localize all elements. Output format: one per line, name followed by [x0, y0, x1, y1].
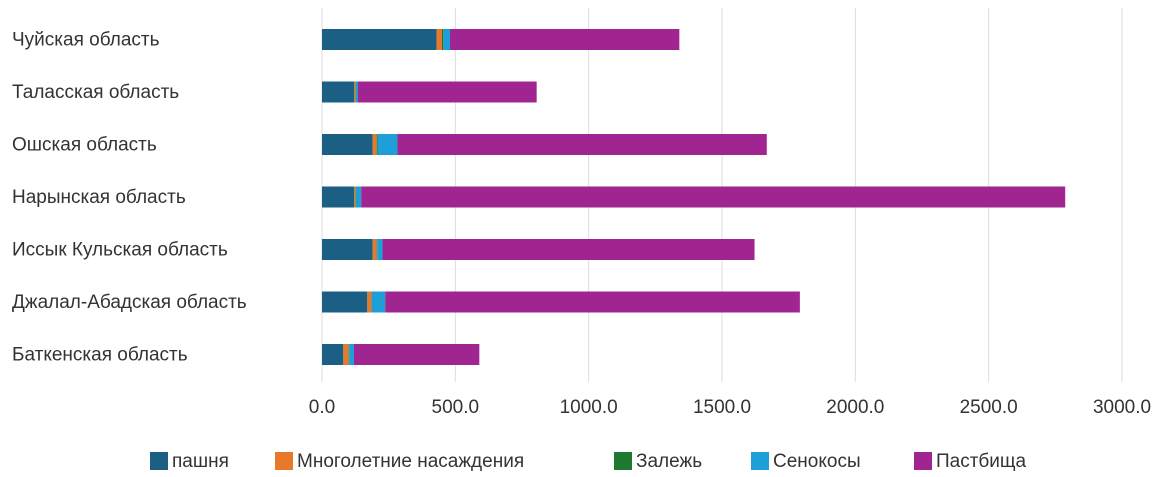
category-label: Джалал-Абадская область	[12, 292, 247, 313]
bar-segment	[371, 291, 372, 313]
legend-swatch	[914, 452, 932, 470]
bar-segment	[397, 134, 767, 155]
bar-segment	[355, 81, 358, 103]
legend-swatch	[150, 452, 168, 470]
legend-label: Многолетние насаждения	[297, 451, 524, 472]
x-tick-label: 1000.0	[560, 397, 618, 418]
bar-segment	[355, 186, 356, 208]
x-tick-label: 500.0	[432, 397, 480, 418]
category-label: Ошская область	[12, 135, 157, 156]
bar-segment	[355, 186, 362, 208]
bar-segment	[348, 344, 350, 365]
legend-swatch	[751, 452, 769, 470]
bar-segment	[322, 186, 354, 208]
legend-label: пашня	[172, 451, 229, 472]
bar-segment	[436, 29, 442, 50]
bar-segment	[385, 291, 800, 313]
x-tick-label: 2000.0	[826, 397, 884, 418]
bar-segment	[372, 134, 377, 155]
bar-segment	[376, 239, 378, 260]
category-label: Иссык Кульская область	[12, 240, 228, 261]
legend-label: Пастбища	[936, 451, 1027, 472]
bar-segment	[343, 344, 349, 365]
x-tick-label: 3000.0	[1093, 397, 1151, 418]
legend-label: Сенокосы	[773, 451, 861, 472]
bar-segment	[358, 81, 537, 103]
bar-segment	[322, 134, 373, 155]
legend-swatch	[614, 452, 632, 470]
legend: пашня Многолетние насаждения Залежь Сенокос…	[150, 451, 1027, 472]
category-labels: Чуйская область Таласская область Ошская о…	[12, 30, 247, 366]
x-tick-label: 0.0	[309, 397, 335, 418]
legend-label: Залежь	[636, 451, 702, 472]
bar-segment	[322, 81, 354, 103]
bar-segment	[376, 134, 378, 155]
bar-segment	[322, 291, 368, 313]
bar-segment	[322, 239, 373, 260]
bar-segment	[377, 134, 398, 155]
x-tick-label: 1500.0	[693, 397, 751, 418]
bar-segment	[443, 29, 450, 50]
category-label: Баткенская область	[12, 345, 188, 366]
bar-segment	[349, 344, 354, 365]
bar-segment	[322, 344, 344, 365]
bar-segment	[377, 239, 383, 260]
x-axis-ticks: 0.0 500.0 1000.0 1500.0 2000.0 2500.0 3000.0	[309, 397, 1151, 418]
bar-segment	[382, 239, 755, 260]
bar-segment	[367, 291, 372, 313]
category-label: Таласская область	[12, 82, 179, 103]
bars	[322, 29, 1066, 365]
bar-segment	[322, 29, 437, 50]
category-label: Чуйская область	[12, 30, 160, 51]
legend-swatch	[275, 452, 293, 470]
bar-segment	[354, 344, 480, 365]
bar-segment	[450, 29, 680, 50]
bar-segment	[354, 186, 356, 208]
bar-segment	[371, 291, 386, 313]
bar-segment	[361, 186, 1066, 208]
bar-segment	[354, 81, 356, 103]
x-tick-label: 2500.0	[960, 397, 1018, 418]
category-label: Нарынская область	[12, 187, 186, 208]
bar-segment	[442, 29, 444, 50]
bar-segment	[355, 81, 356, 103]
bar-segment	[372, 239, 377, 260]
